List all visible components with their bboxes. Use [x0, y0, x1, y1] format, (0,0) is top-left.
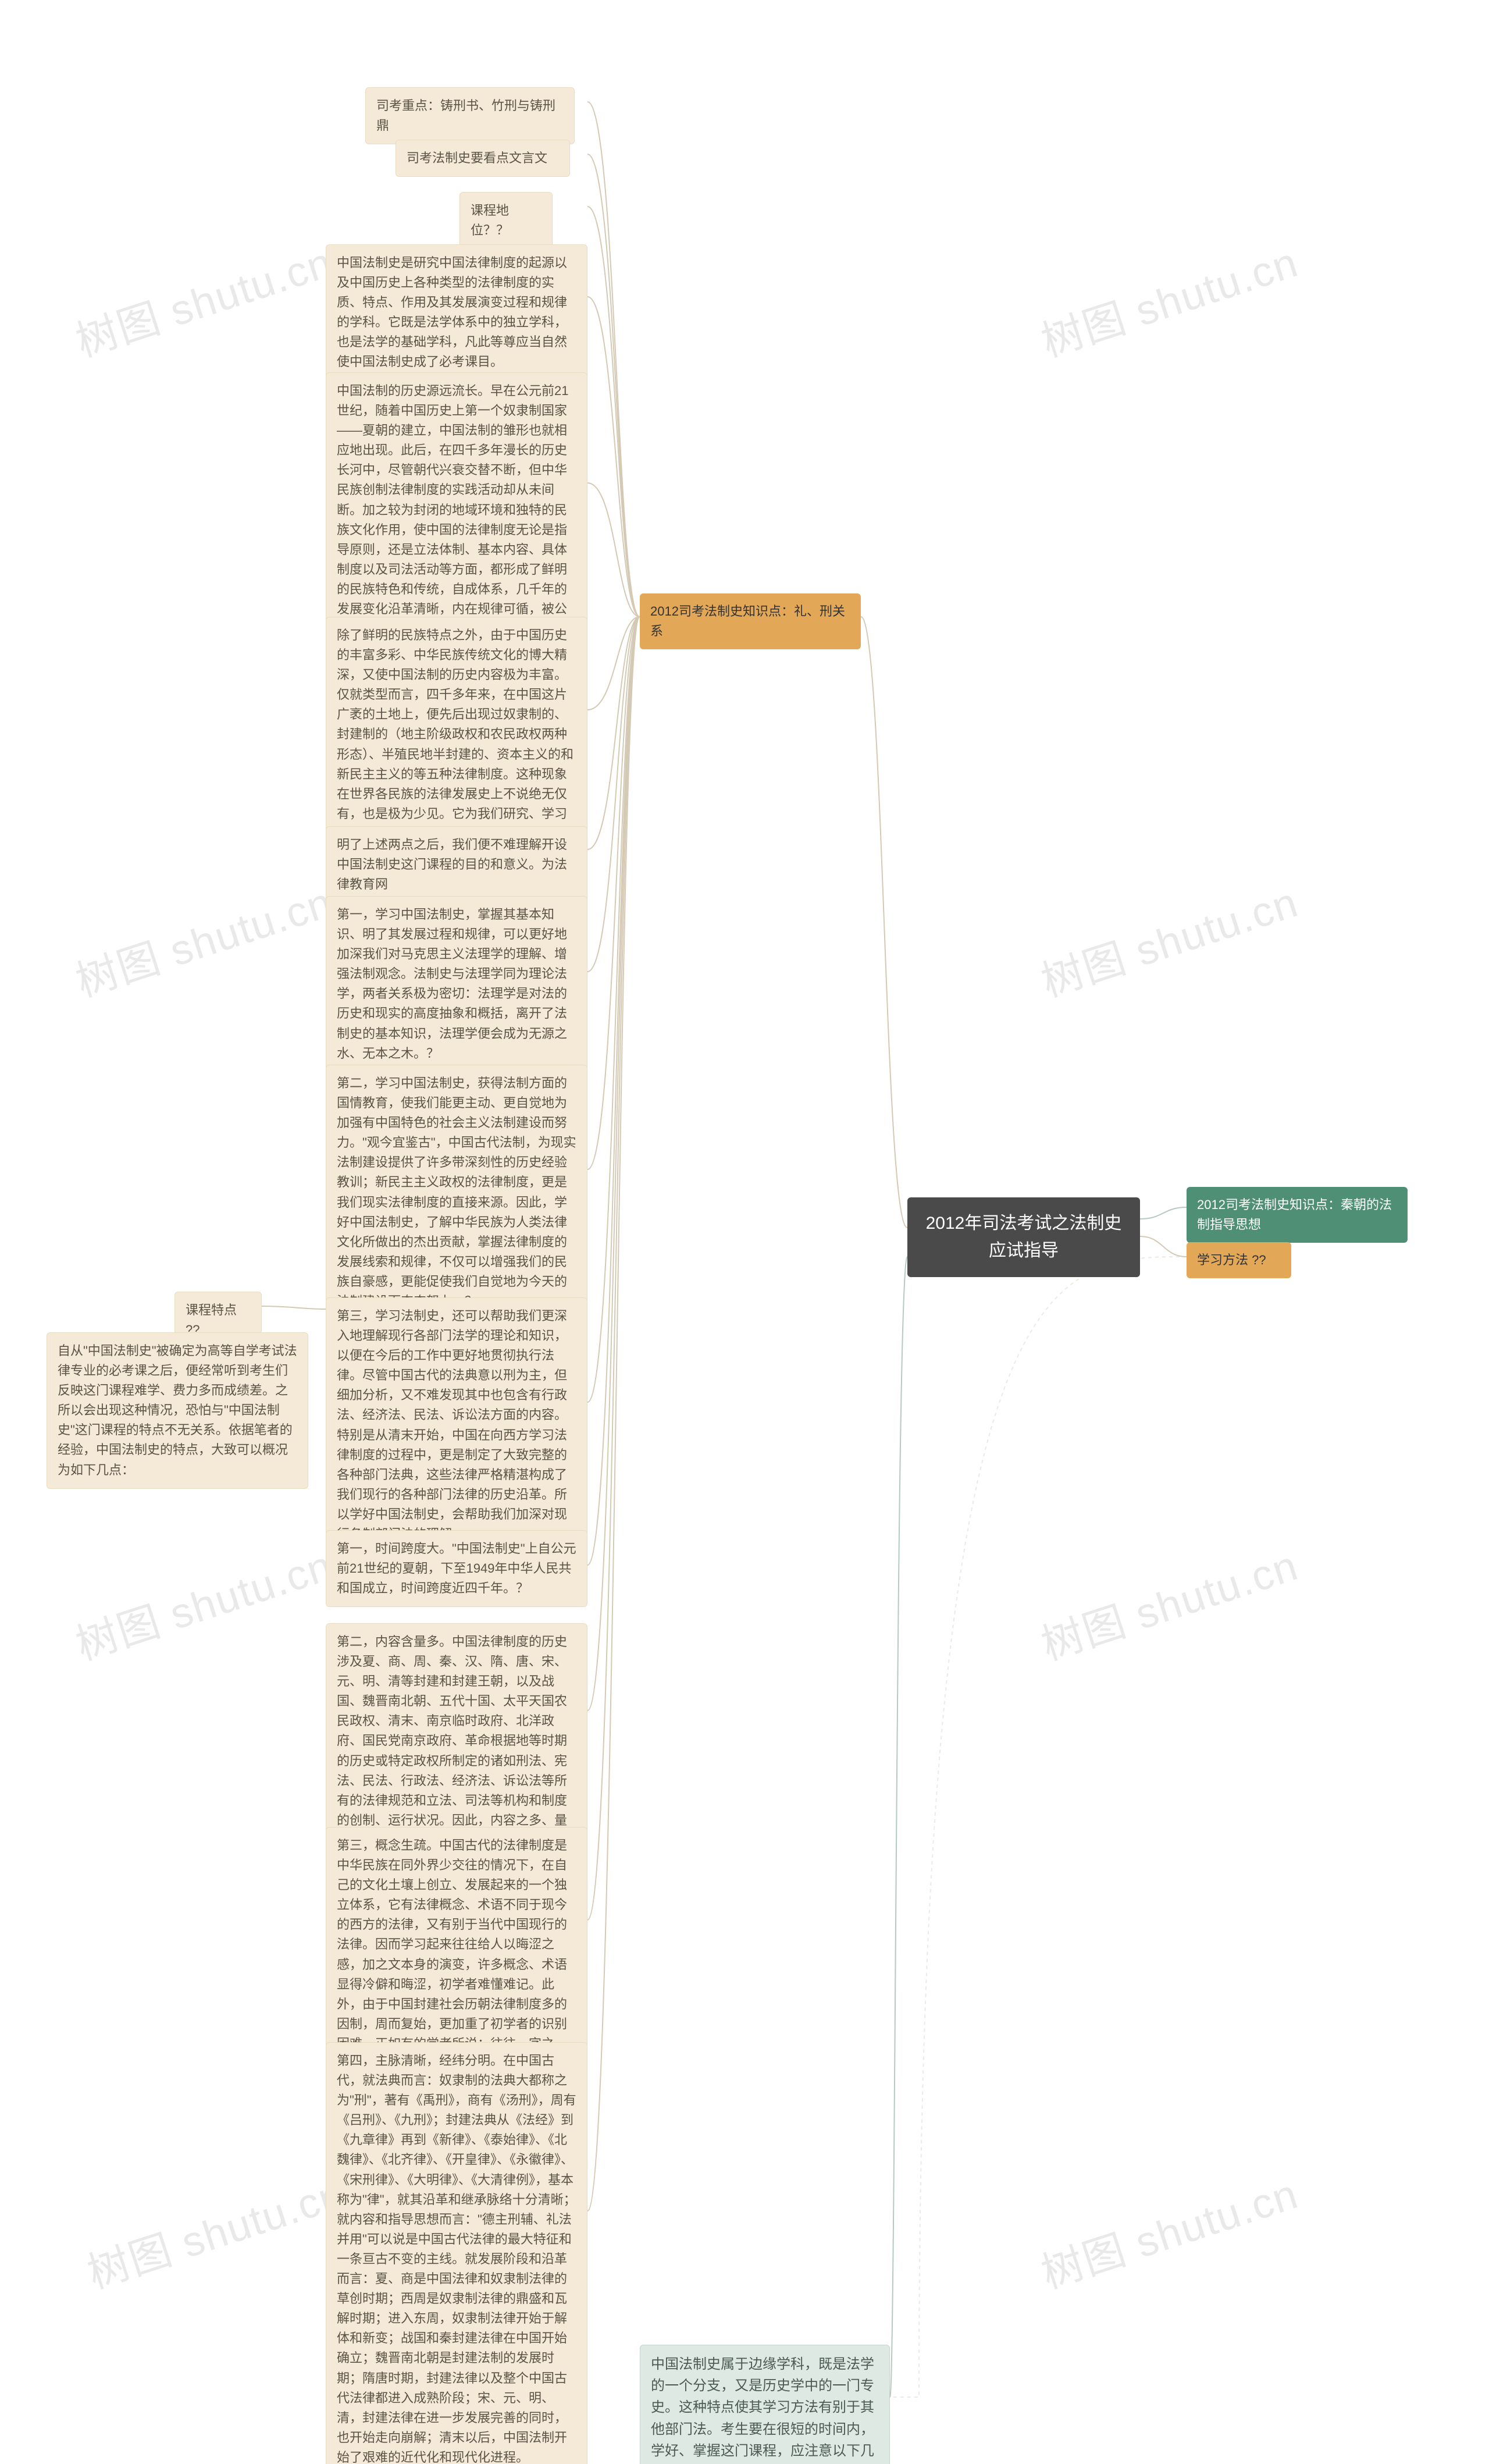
watermark: 树图 shutu.cn: [1032, 1531, 1305, 1672]
leaf-key-points[interactable]: 司考重点：铸刑书、竹刑与铸刑鼎: [365, 87, 575, 144]
mindmap-canvas: 树图 shutu.cn 树图 shutu.cn 树图 shutu.cn 树图 s…: [0, 0, 1489, 2464]
root-node[interactable]: 2012年司法考试之法制史 应试指导: [907, 1197, 1140, 1277]
leaf-l10[interactable]: 第三，学习法制史，还可以帮助我们更深入地理解现行各部门法学的理论和知识，以便在今…: [326, 1297, 587, 1553]
leaf-course-position[interactable]: 课程地位？？: [459, 192, 553, 249]
watermark: 树图 shutu.cn: [1032, 228, 1305, 368]
leaf-study-summary[interactable]: 中国法制史属于边缘学科，既是法学的一个分支，又是历史学中的一门专史。这种特点使其…: [640, 2345, 890, 2464]
leaf-l11[interactable]: 第一，时间跨度大。"中国法制史"上自公元前21世纪的夏朝，下至1949年中华人民…: [326, 1530, 587, 1607]
branch-li-xing[interactable]: 2012司考法制史知识点：礼、刑关系: [640, 593, 861, 649]
watermark: 树图 shutu.cn: [67, 868, 339, 1008]
leaf-l14[interactable]: 第四，主脉清晰，经纬分明。在中国古代，就法典而言：奴隶制的法典大都称之为"刑"，…: [326, 2042, 587, 2464]
root-line2: 应试指导: [924, 1238, 1124, 1265]
leaf-l12[interactable]: 第二，内容含量多。中国法律制度的历史涉及夏、商、周、秦、汉、隋、唐、宋、元、明、…: [326, 1623, 587, 1859]
leaf-l9[interactable]: 第二，学习中国法制史，获得法制方面的国情教育，使我们能更主动、更自觉地为加强有中…: [326, 1065, 587, 1320]
watermark: 树图 shutu.cn: [1032, 868, 1305, 1008]
branch-qin[interactable]: 2012司考法制史知识点：秦朝的法制指导思想: [1187, 1187, 1408, 1243]
watermark: 树图 shutu.cn: [1032, 2160, 1305, 2300]
watermark: 树图 shutu.cn: [67, 228, 339, 368]
watermark: 树图 shutu.cn: [67, 1531, 339, 1672]
branch-study-method[interactable]: 学习方法 ??: [1187, 1242, 1291, 1278]
leaf-feature-body[interactable]: 自从"中国法制史"被确定为高等自学考试法律专业的必考课之后，便经常听到考生们反映…: [47, 1332, 308, 1489]
leaf-l8[interactable]: 第一，学习中国法制史，掌握其基本知识、明了其发展过程和规律，可以更好地加深我们对…: [326, 896, 587, 1072]
leaf-l5[interactable]: 中国法制的历史源远流长。早在公元前21世纪，随着中国历史上第一个奴隶制国家——夏…: [326, 372, 587, 648]
leaf-l4[interactable]: 中国法制史是研究中国法律制度的起源以及中国历史上各种类型的法律制度的实质、特点、…: [326, 244, 587, 381]
watermark: 树图 shutu.cn: [79, 2160, 351, 2300]
leaf-l7[interactable]: 明了上述两点之后，我们便不难理解开设中国法制史这门课程的目的和意义。为法律教育网: [326, 826, 587, 903]
root-line1: 2012年司法考试之法制史: [924, 1210, 1124, 1238]
leaf-classical[interactable]: 司考法制史要看点文言文: [396, 140, 570, 177]
